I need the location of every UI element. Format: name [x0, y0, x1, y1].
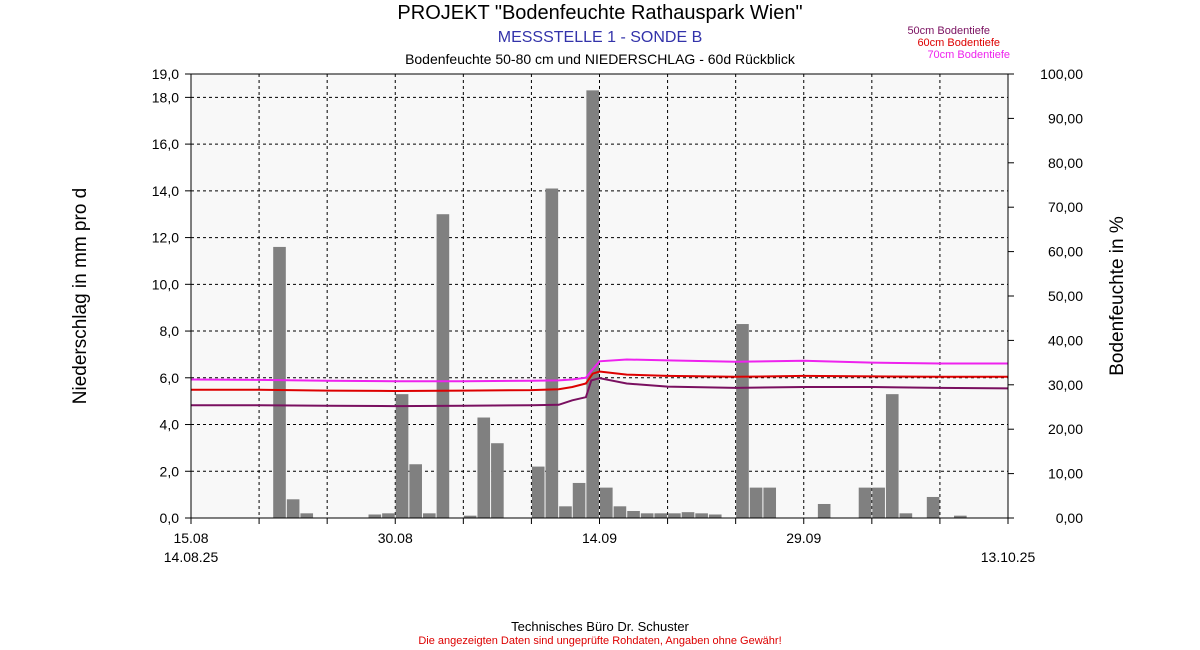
y-right-tick-label: 80,00 [1048, 155, 1083, 171]
y-right-tick-label: 70,00 [1048, 199, 1083, 215]
y-right-tick-label: 40,00 [1048, 332, 1083, 348]
x-date-label: 14.08.25 [164, 549, 219, 565]
precipitation-bar [817, 503, 831, 518]
y-right-tick-label: 0,00 [1056, 510, 1083, 526]
x-tick-label: 30.08 [378, 530, 413, 546]
y-right-tick-label: 60,00 [1048, 244, 1083, 260]
y-left-tick-label: 19,0 [152, 66, 179, 82]
x-tick-label: 14.09 [582, 530, 617, 546]
y-right-tick-label: 90,00 [1048, 110, 1083, 126]
precipitation-bar [749, 487, 763, 518]
precipitation-bar [640, 513, 654, 518]
footer-company: Technisches Büro Dr. Schuster [511, 619, 689, 634]
y-right-tick-label: 30,00 [1048, 377, 1083, 393]
precipitation-bar [899, 513, 913, 518]
precipitation-bar [695, 513, 708, 518]
x-date-label: 13.10.25 [981, 549, 1036, 565]
x-tick-label: 15.08 [173, 530, 208, 546]
precipitation-bar [613, 506, 627, 518]
precipitation-bar [872, 487, 885, 518]
precipitation-bar [586, 90, 599, 518]
precipitation-bar [736, 324, 749, 518]
precipitation-bar [300, 513, 314, 518]
precipitation-bar [885, 394, 899, 518]
precipitation-bar [286, 499, 300, 518]
precipitation-bar [368, 514, 382, 518]
y-left-tick-label: 0,0 [160, 510, 180, 526]
precipitation-bar [409, 464, 422, 518]
precipitation-bar [708, 514, 722, 518]
precipitation-bar [382, 513, 395, 518]
precipitation-bar [600, 487, 613, 518]
precipitation-bar [668, 513, 681, 518]
legend-item-70cm: 70cm Bodentiefe [927, 49, 1010, 61]
y-right-tick-label: 20,00 [1048, 421, 1083, 437]
precipitation-bar [572, 482, 586, 518]
precipitation-bar [559, 506, 572, 518]
y-left-tick-label: 12,0 [152, 230, 179, 246]
y-right-tick-label: 10,00 [1048, 466, 1083, 482]
precipitation-bar [436, 214, 450, 519]
plot-frame [190, 73, 1009, 519]
precipitation-bar [681, 512, 695, 518]
chart-title: PROJEKT "Bodenfeuchte Rathauspark Wien" [397, 2, 803, 24]
y-left-tick-label: 2,0 [160, 463, 180, 479]
precipitation-bar [491, 443, 504, 518]
y-left-tick-label: 8,0 [160, 323, 180, 339]
precipitation-bar [477, 417, 491, 518]
y-left-tick-label: 6,0 [160, 370, 180, 386]
y-right-tick-label: 100,00 [1040, 66, 1083, 82]
footer-disclaimer: Die angezeigten Daten sind ungeprüfte Ro… [418, 635, 782, 647]
station-subtitle: MESSSTELLE 1 - SONDE B [497, 29, 703, 46]
y-left-tick-label: 16,0 [152, 136, 179, 152]
moisture-line-60cm [191, 370, 1008, 393]
precipitation-bar [273, 246, 286, 518]
precipitation-bar [763, 487, 777, 518]
precipitation-bar [463, 515, 477, 518]
precipitation-bar [627, 510, 640, 518]
y-left-tick-label: 4,0 [160, 417, 180, 433]
precipitation-bar [858, 487, 872, 518]
y-right-tick-label: 50,00 [1048, 288, 1083, 304]
precipitation-bar [545, 188, 559, 519]
y-left-axis-label: Niederschlag in mm pro d [70, 188, 91, 404]
precipitation-bar [422, 513, 436, 518]
precipitation-bar [954, 515, 967, 518]
moisture-line-50cm [191, 377, 1009, 408]
precipitation-bar [531, 466, 545, 518]
chart-description: Bodenfeuchte 50-80 cm und NIEDERSCHLAG -… [405, 51, 795, 67]
precipitation-bar [654, 513, 668, 518]
precipitation-bar [926, 496, 940, 518]
y-left-tick-label: 18,0 [152, 89, 179, 105]
legend-item-60cm: 60cm Bodentiefe [917, 37, 1000, 49]
y-left-tick-label: 14,0 [152, 183, 179, 199]
precipitation-bar [395, 394, 409, 518]
x-tick-label: 29.09 [786, 530, 821, 546]
legend-item-50cm: 50cm Bodentiefe [907, 25, 990, 37]
y-left-tick-label: 10,0 [152, 276, 179, 292]
y-right-axis-label: Bodenfeuchte in % [1107, 216, 1128, 376]
moisture-line-70cm [190, 358, 1008, 383]
